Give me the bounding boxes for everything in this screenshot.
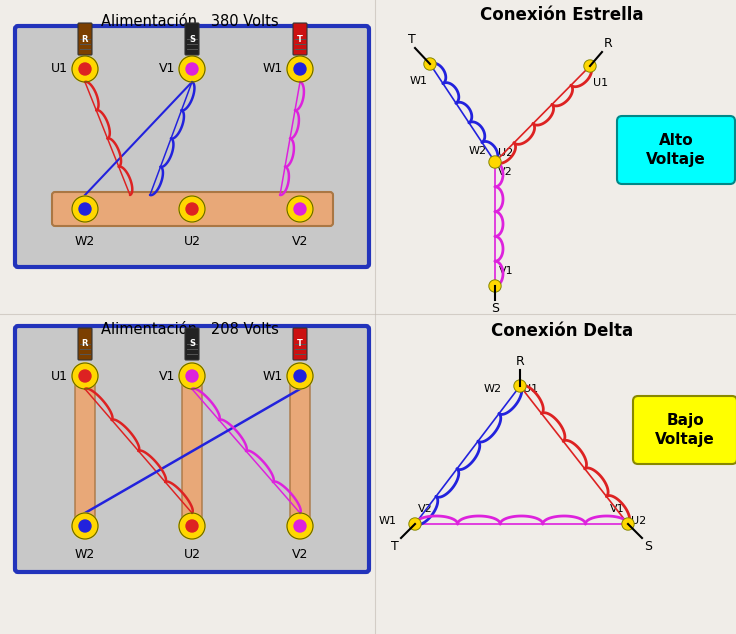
Text: U2: U2 bbox=[498, 148, 513, 158]
Circle shape bbox=[294, 370, 306, 382]
Text: R: R bbox=[604, 37, 613, 50]
Circle shape bbox=[79, 63, 91, 75]
Circle shape bbox=[287, 363, 313, 389]
Circle shape bbox=[179, 196, 205, 222]
FancyBboxPatch shape bbox=[15, 326, 369, 572]
FancyBboxPatch shape bbox=[617, 116, 735, 184]
Text: U2: U2 bbox=[183, 548, 200, 561]
FancyBboxPatch shape bbox=[293, 328, 307, 360]
Text: W1: W1 bbox=[263, 63, 283, 75]
Text: U1: U1 bbox=[51, 370, 68, 382]
FancyBboxPatch shape bbox=[633, 396, 736, 464]
Circle shape bbox=[425, 59, 435, 69]
Text: W2: W2 bbox=[469, 146, 487, 156]
Circle shape bbox=[623, 519, 633, 529]
Circle shape bbox=[490, 281, 500, 291]
FancyBboxPatch shape bbox=[182, 374, 202, 528]
Text: S: S bbox=[644, 540, 652, 553]
FancyBboxPatch shape bbox=[78, 23, 92, 55]
Circle shape bbox=[515, 381, 525, 391]
FancyBboxPatch shape bbox=[290, 374, 310, 528]
Circle shape bbox=[584, 60, 596, 72]
Text: S: S bbox=[491, 302, 499, 315]
Text: Conexión Estrella: Conexión Estrella bbox=[481, 6, 644, 24]
Text: Alto
Voltaje: Alto Voltaje bbox=[646, 133, 706, 167]
Circle shape bbox=[410, 519, 420, 529]
Circle shape bbox=[179, 513, 205, 539]
Circle shape bbox=[622, 518, 634, 530]
Circle shape bbox=[179, 56, 205, 82]
Circle shape bbox=[287, 196, 313, 222]
Circle shape bbox=[179, 363, 205, 389]
Circle shape bbox=[489, 280, 501, 292]
Circle shape bbox=[294, 203, 306, 215]
FancyBboxPatch shape bbox=[75, 374, 95, 528]
FancyBboxPatch shape bbox=[15, 26, 369, 267]
Text: U1: U1 bbox=[593, 78, 608, 88]
Text: S: S bbox=[189, 34, 195, 44]
Circle shape bbox=[72, 196, 98, 222]
Text: U1: U1 bbox=[51, 63, 68, 75]
Text: V1: V1 bbox=[499, 266, 514, 276]
FancyBboxPatch shape bbox=[78, 328, 92, 360]
Text: T: T bbox=[297, 34, 303, 44]
Text: Alimentación   208 Volts: Alimentación 208 Volts bbox=[101, 322, 279, 337]
Text: V1: V1 bbox=[159, 63, 175, 75]
Text: W1: W1 bbox=[379, 516, 397, 526]
Circle shape bbox=[186, 520, 198, 532]
Text: T: T bbox=[408, 33, 416, 46]
Text: Conexión Delta: Conexión Delta bbox=[491, 322, 633, 340]
Text: V2: V2 bbox=[291, 235, 308, 248]
Circle shape bbox=[186, 370, 198, 382]
Text: W2: W2 bbox=[484, 384, 502, 394]
Text: T: T bbox=[392, 540, 399, 553]
FancyBboxPatch shape bbox=[185, 328, 199, 360]
Text: Alimentación   380 Volts: Alimentación 380 Volts bbox=[101, 14, 279, 29]
FancyBboxPatch shape bbox=[185, 23, 199, 55]
Text: V2: V2 bbox=[418, 504, 433, 514]
Text: S: S bbox=[189, 339, 195, 349]
FancyBboxPatch shape bbox=[52, 192, 333, 226]
Circle shape bbox=[514, 380, 526, 392]
Circle shape bbox=[490, 157, 500, 167]
Text: R: R bbox=[82, 339, 88, 349]
Text: V1: V1 bbox=[159, 370, 175, 382]
Text: V2: V2 bbox=[291, 548, 308, 561]
Circle shape bbox=[186, 63, 198, 75]
Circle shape bbox=[72, 513, 98, 539]
Circle shape bbox=[79, 203, 91, 215]
FancyBboxPatch shape bbox=[293, 23, 307, 55]
Circle shape bbox=[409, 518, 421, 530]
Circle shape bbox=[186, 203, 198, 215]
Text: Bajo
Voltaje: Bajo Voltaje bbox=[655, 413, 715, 447]
Text: W1: W1 bbox=[263, 370, 283, 382]
Text: V1: V1 bbox=[610, 504, 625, 514]
Text: T: T bbox=[297, 339, 303, 349]
Circle shape bbox=[79, 520, 91, 532]
Circle shape bbox=[585, 61, 595, 71]
Circle shape bbox=[287, 56, 313, 82]
Text: W1: W1 bbox=[410, 76, 428, 86]
Text: U1: U1 bbox=[523, 384, 538, 394]
Circle shape bbox=[294, 520, 306, 532]
Circle shape bbox=[287, 513, 313, 539]
Text: R: R bbox=[516, 355, 524, 368]
Circle shape bbox=[72, 363, 98, 389]
Circle shape bbox=[72, 56, 98, 82]
Text: W2: W2 bbox=[75, 235, 95, 248]
Circle shape bbox=[294, 63, 306, 75]
Text: V2: V2 bbox=[498, 167, 513, 177]
Text: U2: U2 bbox=[631, 516, 646, 526]
Circle shape bbox=[79, 370, 91, 382]
Text: U2: U2 bbox=[183, 235, 200, 248]
Circle shape bbox=[489, 156, 501, 168]
Text: W2: W2 bbox=[75, 548, 95, 561]
Circle shape bbox=[424, 58, 436, 70]
Text: R: R bbox=[82, 34, 88, 44]
